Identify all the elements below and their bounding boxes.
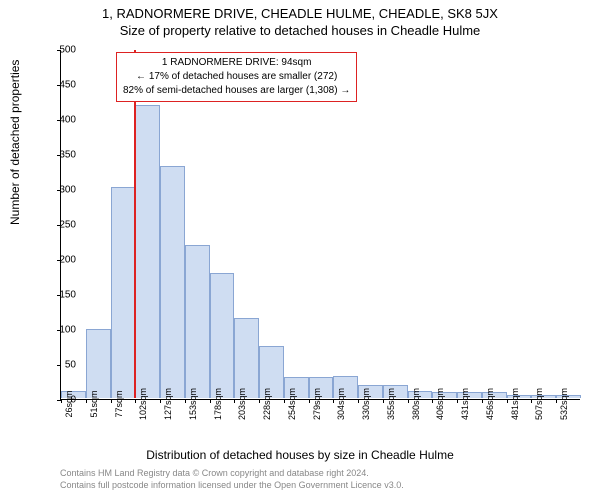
plot-region: 26sqm51sqm77sqm102sqm127sqm153sqm178sqm2…	[60, 50, 580, 400]
xtick-mark	[556, 399, 557, 403]
annotation-box: 1 RADNORMERE DRIVE: 94sqm← 17% of detach…	[116, 52, 357, 102]
ytick-label: 0	[46, 395, 76, 406]
xtick-label: 330sqm	[361, 388, 371, 420]
title-sub: Size of property relative to detached ho…	[0, 21, 600, 38]
attribution-line2: Contains full postcode information licen…	[60, 480, 404, 492]
xtick-label: 203sqm	[237, 388, 247, 420]
xtick-mark	[160, 399, 161, 403]
y-axis-label: Number of detached properties	[8, 60, 22, 225]
histogram-bar	[111, 187, 136, 398]
xtick-label: 178sqm	[213, 388, 223, 420]
ytick-label: 300	[46, 185, 76, 196]
xtick-label: 127sqm	[163, 388, 173, 420]
ytick-label: 250	[46, 220, 76, 231]
xtick-mark	[358, 399, 359, 403]
xtick-label: 228sqm	[262, 388, 272, 420]
xtick-label: 507sqm	[534, 388, 544, 420]
ytick-label: 150	[46, 290, 76, 301]
xtick-mark	[482, 399, 483, 403]
histogram-bar	[185, 245, 210, 398]
histogram-bar	[210, 273, 235, 398]
reference-line	[134, 50, 136, 398]
histogram-bar	[160, 166, 185, 398]
xtick-mark	[284, 399, 285, 403]
xtick-mark	[135, 399, 136, 403]
attribution: Contains HM Land Registry data © Crown c…	[60, 468, 404, 491]
xtick-label: 304sqm	[336, 388, 346, 420]
xtick-mark	[185, 399, 186, 403]
xtick-mark	[457, 399, 458, 403]
xtick-label: 51sqm	[89, 390, 99, 417]
xtick-label: 380sqm	[411, 388, 421, 420]
x-axis-label: Distribution of detached houses by size …	[0, 448, 600, 462]
xtick-label: 456sqm	[485, 388, 495, 420]
ytick-label: 350	[46, 150, 76, 161]
ytick-label: 50	[46, 360, 76, 371]
ytick-label: 450	[46, 80, 76, 91]
xtick-label: 532sqm	[559, 388, 569, 420]
chart-container: 1, RADNORMERE DRIVE, CHEADLE HULME, CHEA…	[0, 0, 600, 500]
xtick-label: 254sqm	[287, 388, 297, 420]
ytick-label: 400	[46, 115, 76, 126]
xtick-mark	[333, 399, 334, 403]
histogram-bar	[86, 329, 111, 398]
ytick-label: 500	[46, 45, 76, 56]
attribution-line1: Contains HM Land Registry data © Crown c…	[60, 468, 404, 480]
xtick-label: 77sqm	[114, 390, 124, 417]
xtick-mark	[86, 399, 87, 403]
xtick-mark	[210, 399, 211, 403]
xtick-label: 153sqm	[188, 388, 198, 420]
xtick-label: 279sqm	[312, 388, 322, 420]
annotation-line2: ← 17% of detached houses are smaller (27…	[123, 70, 350, 84]
ytick-label: 100	[46, 325, 76, 336]
xtick-mark	[234, 399, 235, 403]
xtick-mark	[383, 399, 384, 403]
xtick-mark	[309, 399, 310, 403]
xtick-mark	[111, 399, 112, 403]
xtick-label: 102sqm	[138, 388, 148, 420]
xtick-mark	[432, 399, 433, 403]
title-main: 1, RADNORMERE DRIVE, CHEADLE HULME, CHEA…	[0, 0, 600, 21]
histogram-bar	[135, 105, 160, 398]
xtick-label: 431sqm	[460, 388, 470, 420]
xtick-label: 355sqm	[386, 388, 396, 420]
xtick-mark	[507, 399, 508, 403]
xtick-mark	[408, 399, 409, 403]
xtick-label: 406sqm	[435, 388, 445, 420]
ytick-label: 200	[46, 255, 76, 266]
xtick-label: 481sqm	[510, 388, 520, 420]
chart-area: 26sqm51sqm77sqm102sqm127sqm153sqm178sqm2…	[60, 50, 580, 400]
annotation-line3: 82% of semi-detached houses are larger (…	[123, 84, 350, 98]
histogram-bar	[234, 318, 259, 399]
annotation-line1: 1 RADNORMERE DRIVE: 94sqm	[123, 56, 350, 70]
xtick-mark	[531, 399, 532, 403]
xtick-mark	[259, 399, 260, 403]
